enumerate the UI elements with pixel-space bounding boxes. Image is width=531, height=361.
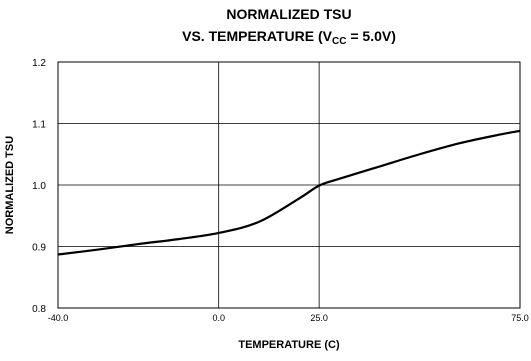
series-line bbox=[57, 129, 521, 256]
x-tick-label: 0.0 bbox=[212, 313, 225, 323]
series-layer bbox=[57, 129, 521, 256]
chart-title-prefix: VS. TEMPERATURE (V bbox=[182, 28, 332, 44]
chart-title-subscript: CC bbox=[332, 36, 347, 47]
tick-labels: -40.0 0.0 25.0 75.0 0.8 0.9 1.0 1.1 1.2 bbox=[32, 58, 529, 323]
y-tick-label: 1.1 bbox=[32, 120, 46, 131]
chart-title-suffix: = 5.0V) bbox=[346, 28, 396, 44]
x-tick-label: -40.0 bbox=[48, 313, 69, 323]
y-tick-label: 0.8 bbox=[32, 304, 46, 315]
y-axis-title: NORMALIZED TSU bbox=[4, 135, 16, 235]
y-tick-label: 1.2 bbox=[32, 58, 46, 69]
chart-title-line-1: NORMALIZED TSU bbox=[226, 6, 352, 22]
grid-lines bbox=[58, 62, 520, 308]
y-tick-label: 0.9 bbox=[32, 243, 46, 254]
y-tick-label: 1.0 bbox=[32, 181, 46, 192]
x-tick-label: 25.0 bbox=[310, 313, 328, 323]
x-tick-label: 75.0 bbox=[511, 313, 529, 323]
plot-frame bbox=[57, 61, 521, 309]
x-axis-title: TEMPERATURE (C) bbox=[238, 339, 340, 351]
chart-title-line-2: VS. TEMPERATURE (VCC = 5.0V) bbox=[58, 27, 520, 47]
